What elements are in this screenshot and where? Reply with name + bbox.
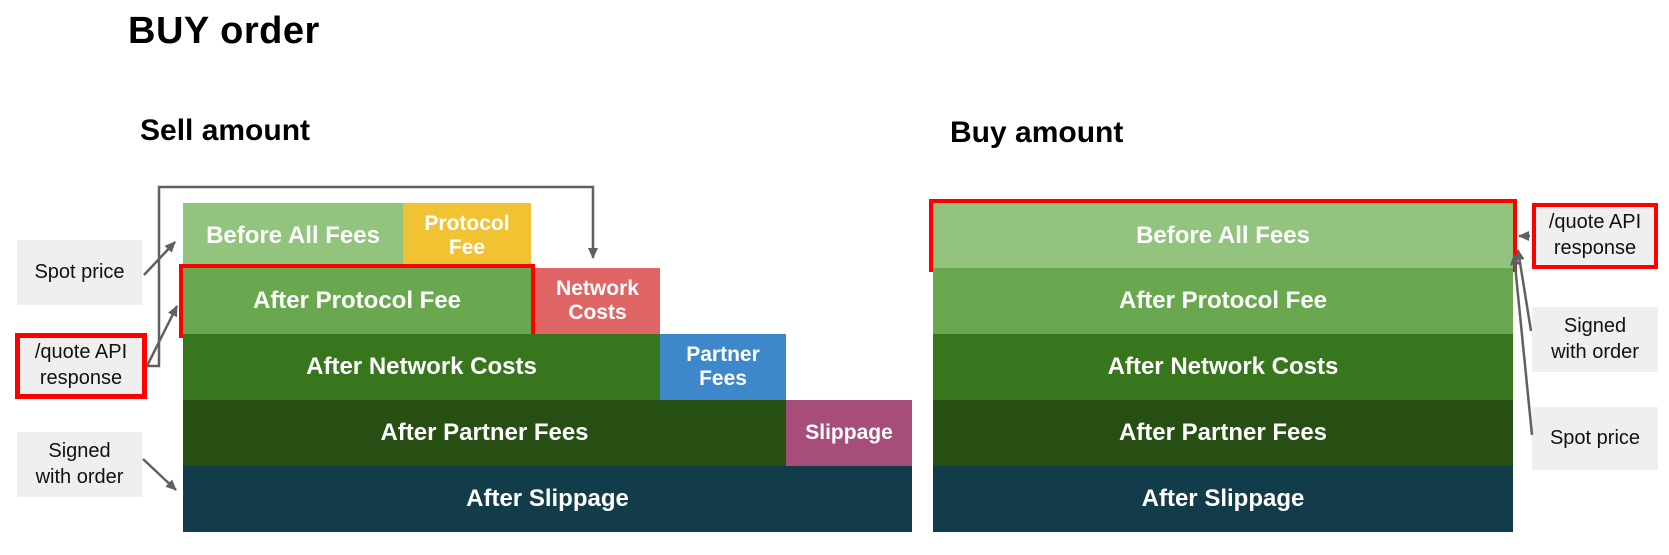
page-title: BUY order: [128, 10, 320, 52]
bar-after-partner-fees-left: After Partner Fees: [183, 400, 786, 466]
bar-after-slippage-right: After Slippage: [933, 466, 1513, 532]
bar-label: Fee: [448, 235, 486, 259]
bar-label: After Network Costs: [306, 353, 537, 380]
label-text: /quote API: [1548, 211, 1642, 234]
bar-label: After Protocol Fee: [1118, 287, 1328, 314]
bar-label: Protocol: [424, 211, 510, 235]
arrow-signed-right-to-before-all-fees-icon: [1514, 249, 1533, 332]
bar-network-costs: Network Costs: [535, 268, 660, 334]
bar-after-network-costs-left: After Network Costs: [183, 334, 660, 400]
label-text: Signed: [48, 439, 111, 462]
arrow-signed-to-after-slippage-icon: [142, 458, 177, 491]
sell-amount-heading: Sell amount: [140, 114, 311, 147]
bar-label: Before All Fees: [206, 221, 380, 249]
label-quote-api-response-right: /quote API response: [1532, 203, 1658, 269]
label-text: Signed: [1563, 314, 1627, 337]
bar-label: Before All Fees: [1136, 221, 1310, 249]
label-text: /quote API: [34, 341, 128, 364]
label-text: with order: [1551, 340, 1639, 363]
label-text: Spot price: [34, 260, 125, 283]
bar-label: After Partner Fees: [380, 419, 589, 446]
bar-label: After Slippage: [466, 485, 629, 512]
label-text: with order: [35, 465, 124, 488]
label-text: Spot price: [1549, 426, 1641, 449]
arrow-spot-price-to-before-all-fees-icon: [143, 241, 176, 276]
bar-after-protocol-fee-left: After Protocol Fee: [179, 264, 535, 338]
bar-label: After Slippage: [1141, 485, 1305, 512]
label-text: response: [39, 367, 123, 389]
arrow-quote-to-after-protocol-fee-icon: [145, 305, 179, 367]
bar-before-all-fees-right: Before All Fees: [929, 199, 1517, 272]
bar-label: Partner: [686, 343, 760, 367]
label-spot-price-right: Spot price: [1532, 407, 1658, 470]
bar-slippage: Slippage: [786, 400, 912, 466]
bar-after-partner-fees-right: After Partner Fees: [933, 400, 1513, 466]
label-spot-price-left: Spot price: [17, 240, 142, 305]
bar-after-slippage-left: After Slippage: [183, 466, 912, 532]
bar-label: After Protocol Fee: [252, 287, 462, 314]
bar-before-all-fees-left: Before All Fees: [183, 203, 403, 268]
bar-after-network-costs-right: After Network Costs: [933, 334, 1513, 400]
bar-label: Fees: [699, 367, 747, 390]
bar-label: After Partner Fees: [1118, 419, 1328, 446]
label-signed-with-order-left: Signed with order: [17, 432, 142, 497]
bar-label: Network: [556, 277, 639, 301]
label-signed-with-order-right: Signed with order: [1532, 307, 1658, 372]
arrow-spot-right-to-before-all-fees-icon: [1510, 254, 1534, 436]
buy-amount-heading: Buy amount: [950, 116, 1124, 149]
bar-after-protocol-fee-right: After Protocol Fee: [933, 268, 1513, 334]
bar-label: Costs: [568, 301, 627, 324]
label-quote-api-response-left: /quote API response: [15, 333, 147, 399]
bar-protocol-fee: Protocol Fee: [403, 203, 531, 268]
bar-label: Slippage: [805, 421, 893, 445]
bar-label: After Network Costs: [1107, 353, 1339, 380]
label-text: response: [1553, 237, 1637, 259]
bar-partner-fees: Partner Fees: [660, 334, 786, 400]
